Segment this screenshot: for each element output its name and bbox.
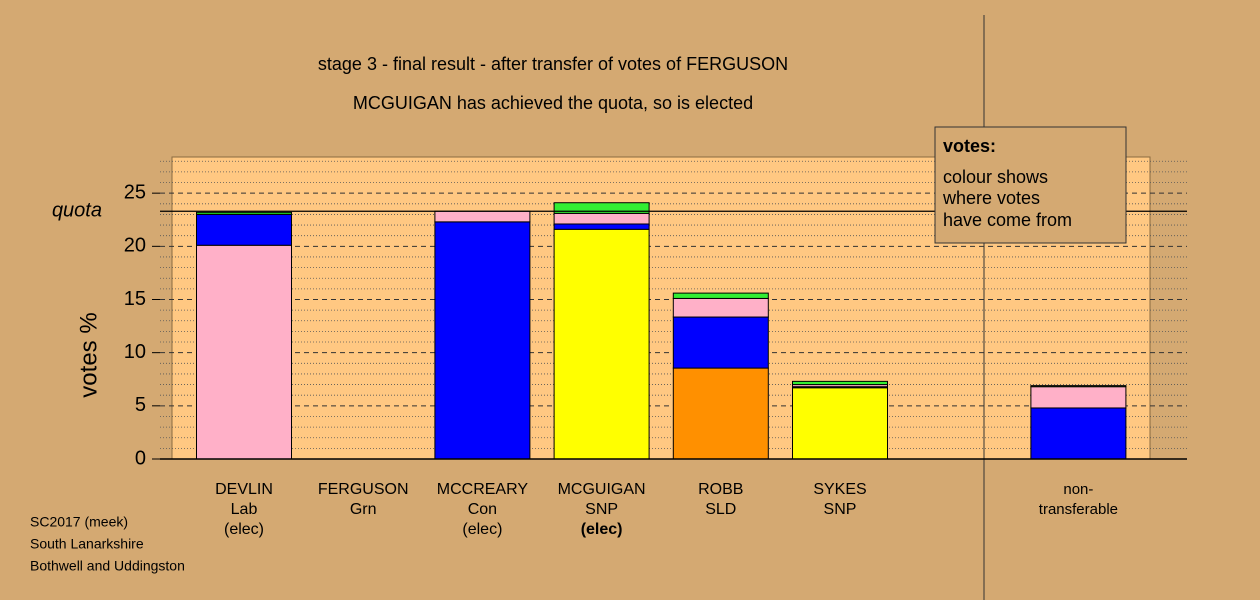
y-tick-label: 0 <box>135 447 146 469</box>
y-tick-label: 15 <box>124 288 146 310</box>
bar-segment <box>196 211 292 215</box>
x-tick-label: Grn <box>350 501 377 518</box>
y-tick-label: 5 <box>135 394 146 416</box>
bar-segment <box>434 210 531 223</box>
bar-segment <box>792 387 888 460</box>
bar-segment <box>1030 386 1127 409</box>
bar-segment <box>672 292 769 299</box>
x-tick-label: MCGUIGAN <box>558 481 646 498</box>
x-tick-label: FERGUSON <box>318 481 409 498</box>
y-tick-label: 10 <box>124 341 146 363</box>
x-tick-label: Con <box>468 501 497 518</box>
quota-label: quota <box>52 200 102 222</box>
bar-segment <box>672 367 769 460</box>
y-tick-label: 20 <box>124 235 146 257</box>
legend-text: colour shows <box>943 167 1048 187</box>
legend-title: votes: <box>943 136 996 156</box>
bar-segment <box>553 223 650 230</box>
bar-segment <box>672 316 769 369</box>
x-tick-label: (elec) <box>462 521 502 538</box>
bar-segment <box>553 212 650 225</box>
x-tick-label: MCCREARY <box>437 481 529 498</box>
bar-segment <box>553 202 650 214</box>
x-tick-label: (elec) <box>224 521 264 538</box>
x-tick-label: SLD <box>705 501 736 518</box>
bar-segment <box>1030 385 1127 388</box>
footer: Bothwell and Uddingston <box>30 558 185 574</box>
bar-segment <box>434 221 531 460</box>
bar-segment <box>196 244 292 460</box>
footer: SC2017 (meek) <box>30 514 128 530</box>
bar-segment <box>1030 407 1127 460</box>
y-axis-label: votes % <box>75 312 102 397</box>
chart-title: stage 3 - final result - after transfer … <box>318 54 788 74</box>
chart-subtitle: MCGUIGAN has achieved the quota, so is e… <box>353 93 753 113</box>
x-tick-label: SYKES <box>813 481 866 498</box>
x-tick-label: SNP <box>585 501 618 518</box>
bar-segment <box>196 213 292 246</box>
bar-segment <box>792 380 888 386</box>
bar-segment <box>553 228 650 460</box>
legend-text: have come from <box>943 210 1072 230</box>
x-tick-label: DEVLIN <box>215 481 273 498</box>
x-tick-label: transferable <box>1039 501 1118 518</box>
legend-text: where votes <box>942 188 1040 208</box>
bar-segment <box>672 297 769 318</box>
legend-box <box>934 126 1127 244</box>
x-tick-label: non- <box>1063 481 1093 498</box>
y-tick-label: 25 <box>124 181 146 203</box>
x-tick-label: Lab <box>231 501 258 518</box>
x-tick-label: SNP <box>824 501 857 518</box>
footer: South Lanarkshire <box>30 536 144 552</box>
x-tick-label: (elec) <box>581 521 623 538</box>
x-tick-label: ROBB <box>698 481 743 498</box>
